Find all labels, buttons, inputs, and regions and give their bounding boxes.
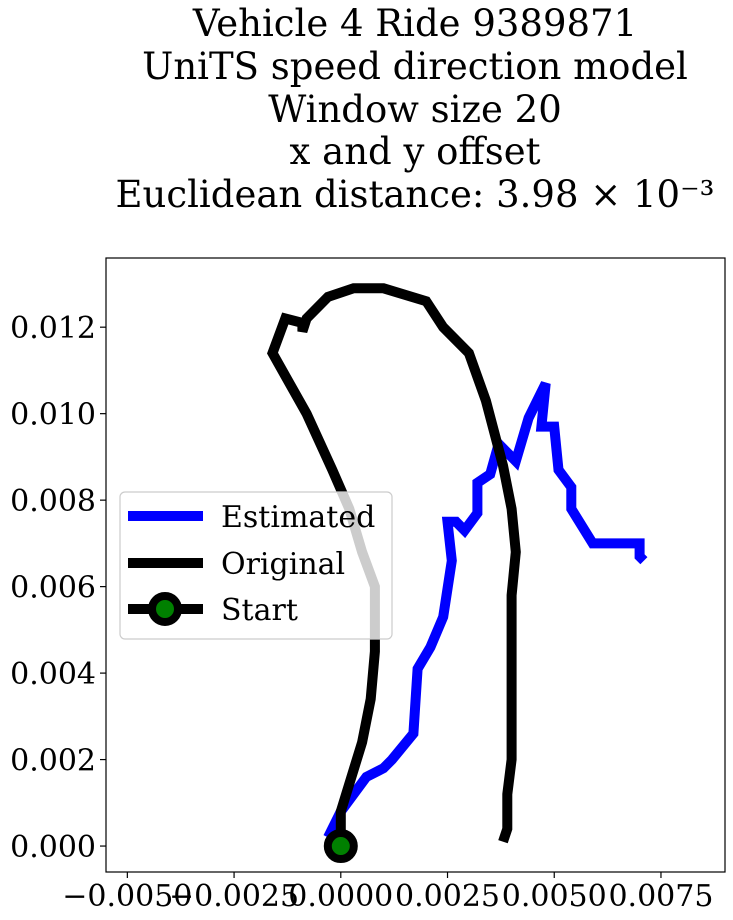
y-tick-label: 0.008	[10, 484, 96, 519]
legend-label-estimated: Estimated	[221, 500, 375, 535]
y-tick-label: 0.006	[10, 571, 96, 606]
legend-box	[119, 491, 393, 640]
x-tick-label: 0.0075	[608, 879, 713, 914]
start-marker	[323, 829, 358, 864]
title-line-4: x and y offset	[290, 130, 541, 173]
title-line-2: UniTS speed direction model	[142, 45, 688, 88]
y-tick-label: 0.000	[10, 830, 96, 865]
title-line-3: Window size 20	[268, 88, 562, 131]
title-line-1: Vehicle 4 Ride 9389871	[192, 2, 637, 45]
title-line-5: Euclidean distance: 3.98 × 10⁻³	[116, 173, 715, 216]
x-tick-label: 0.0025	[395, 879, 500, 914]
legend-label-original: Original	[221, 547, 345, 582]
y-tick-label: 0.002	[10, 744, 96, 779]
y-tick-label: 0.012	[10, 311, 96, 346]
y-tick-label: 0.010	[10, 398, 96, 433]
legend-start-marker	[148, 592, 182, 626]
legend: Estimated Original Start	[119, 491, 393, 640]
x-tick-label: 0.0050	[502, 879, 607, 914]
x-tick-label: −0.0050	[62, 879, 192, 914]
x-tick-label: −0.0025	[169, 879, 299, 914]
y-tick-label: 0.004	[10, 657, 96, 692]
x-tick-label: 0.0000	[288, 879, 393, 914]
legend-label-start: Start	[221, 593, 298, 628]
series-line-estimated	[323, 381, 648, 840]
